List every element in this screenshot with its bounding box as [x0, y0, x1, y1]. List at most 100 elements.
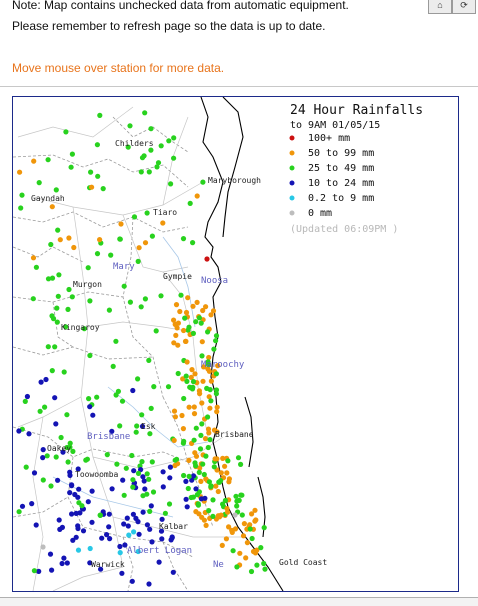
station-blue[interactable]: [67, 490, 73, 496]
station-green[interactable]: [201, 471, 207, 478]
station-green[interactable]: [149, 459, 155, 465]
station-green[interactable]: [205, 329, 211, 335]
station-green[interactable]: [94, 251, 101, 257]
station-green[interactable]: [208, 398, 214, 404]
station-orange[interactable]: [89, 184, 95, 190]
station-orange[interactable]: [174, 325, 180, 331]
station-orange[interactable]: [215, 488, 221, 495]
station-green[interactable]: [258, 545, 264, 551]
station-orange[interactable]: [200, 378, 206, 384]
station-green[interactable]: [94, 142, 100, 148]
station-green[interactable]: [238, 461, 244, 467]
station-blue[interactable]: [109, 486, 115, 492]
station-green[interactable]: [186, 473, 192, 479]
station-blue[interactable]: [193, 486, 199, 492]
station-green[interactable]: [148, 405, 154, 411]
station-blue[interactable]: [75, 494, 81, 500]
station-blue[interactable]: [31, 470, 38, 476]
station-green[interactable]: [67, 440, 73, 446]
station-green[interactable]: [206, 508, 212, 514]
station-green[interactable]: [87, 352, 93, 359]
station-orange[interactable]: [198, 478, 204, 484]
station-green[interactable]: [261, 525, 267, 531]
station-blue[interactable]: [26, 431, 32, 437]
station-blue[interactable]: [120, 477, 126, 483]
station-blue[interactable]: [160, 484, 166, 490]
station-green[interactable]: [213, 371, 219, 377]
station-green[interactable]: [16, 509, 22, 515]
station-green[interactable]: [69, 294, 75, 300]
station-green[interactable]: [100, 186, 106, 192]
station-green[interactable]: [239, 512, 245, 518]
station-green[interactable]: [190, 384, 196, 390]
station-green[interactable]: [211, 346, 217, 352]
station-cyan[interactable]: [117, 550, 123, 556]
station-blue[interactable]: [142, 486, 148, 492]
station-blue[interactable]: [121, 521, 127, 527]
station-blue[interactable]: [99, 535, 105, 541]
station-orange[interactable]: [224, 470, 230, 476]
station-orange[interactable]: [49, 204, 55, 210]
station-orange[interactable]: [171, 340, 177, 346]
station-blue[interactable]: [158, 528, 165, 534]
station-orange[interactable]: [179, 412, 185, 419]
station-green[interactable]: [220, 501, 226, 507]
station-green[interactable]: [166, 501, 173, 507]
station-orange[interactable]: [171, 408, 178, 414]
station-red[interactable]: [204, 256, 210, 262]
station-blue[interactable]: [73, 510, 79, 516]
station-orange[interactable]: [201, 517, 207, 523]
station-green[interactable]: [88, 169, 94, 175]
station-green[interactable]: [97, 112, 103, 118]
station-green[interactable]: [247, 526, 253, 532]
station-blue[interactable]: [119, 570, 125, 576]
station-green[interactable]: [144, 210, 150, 216]
station-cyan[interactable]: [131, 529, 137, 535]
station-blue[interactable]: [131, 468, 137, 474]
station-green[interactable]: [45, 344, 51, 350]
station-orange[interactable]: [203, 304, 209, 310]
station-orange[interactable]: [207, 405, 213, 411]
station-blue[interactable]: [85, 499, 91, 505]
station-orange[interactable]: [222, 463, 228, 469]
station-orange[interactable]: [200, 307, 206, 314]
station-green[interactable]: [207, 437, 213, 443]
station-green[interactable]: [129, 452, 135, 459]
station-green[interactable]: [199, 421, 205, 427]
station-blue[interactable]: [125, 523, 131, 529]
station-green[interactable]: [146, 476, 152, 482]
station-blue[interactable]: [29, 501, 35, 507]
station-green[interactable]: [48, 483, 54, 489]
station-orange[interactable]: [183, 309, 190, 316]
station-green[interactable]: [205, 362, 212, 368]
station-green[interactable]: [196, 315, 202, 321]
station-orange[interactable]: [31, 158, 37, 164]
station-orange[interactable]: [71, 244, 77, 251]
station-green[interactable]: [233, 493, 239, 499]
station-blue[interactable]: [170, 569, 176, 575]
station-green[interactable]: [55, 293, 61, 299]
station-orange[interactable]: [175, 320, 181, 326]
station-green[interactable]: [63, 324, 69, 330]
station-orange[interactable]: [160, 220, 166, 226]
station-green[interactable]: [198, 432, 204, 438]
station-orange[interactable]: [186, 404, 192, 410]
station-green[interactable]: [87, 298, 93, 304]
station-green[interactable]: [171, 135, 177, 141]
station-orange[interactable]: [66, 235, 72, 241]
station-green[interactable]: [180, 236, 187, 242]
station-green[interactable]: [235, 455, 242, 461]
station-green[interactable]: [135, 376, 141, 382]
station-orange[interactable]: [57, 237, 63, 243]
station-green[interactable]: [183, 373, 189, 379]
station-blue[interactable]: [69, 511, 75, 517]
station-blue[interactable]: [122, 542, 128, 548]
station-green[interactable]: [158, 143, 164, 149]
station-green[interactable]: [182, 315, 188, 321]
station-blue[interactable]: [147, 526, 153, 532]
station-green[interactable]: [147, 508, 153, 514]
station-orange[interactable]: [142, 240, 149, 246]
station-blue[interactable]: [190, 473, 197, 479]
station-orange[interactable]: [213, 483, 219, 489]
station-green[interactable]: [142, 110, 148, 116]
